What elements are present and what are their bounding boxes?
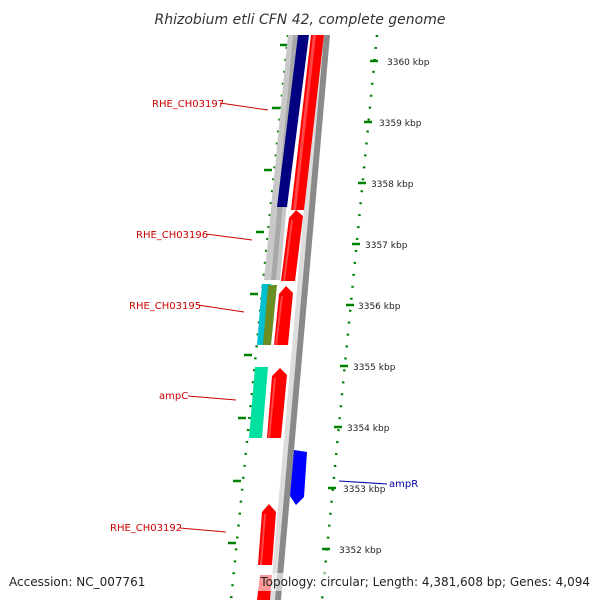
orf-olive xyxy=(263,285,277,345)
accession-text: Accession: NC_007761 xyxy=(9,575,145,589)
orf-navy xyxy=(277,35,309,207)
tick-label: 3359 kbp xyxy=(379,119,422,129)
tick-label: 3352 kbp xyxy=(339,546,382,556)
gene-label-rhe-ch03195: RHE_CH03195 xyxy=(129,301,201,312)
gene-ampr xyxy=(290,450,307,505)
gene-label-rhe-ch03197: RHE_CH03197 xyxy=(152,99,224,110)
gene-label-ampc: ampC xyxy=(159,391,188,402)
tick-label: 3356 kbp xyxy=(358,302,401,312)
tick-label: 3357 kbp xyxy=(365,241,408,251)
tick-label: 3358 kbp xyxy=(371,180,414,190)
ruler-ticks xyxy=(322,59,378,551)
backbone-shade xyxy=(270,35,324,600)
footer-left-bg xyxy=(4,573,154,591)
tick-label: 3354 kbp xyxy=(347,424,390,434)
gene-ampc xyxy=(267,368,287,438)
tick-label: 3360 kbp xyxy=(387,58,430,68)
topology-text: Topology: circular; Length: 4,381,608 bp… xyxy=(259,575,590,589)
map-title: Rhizobium etli CFN 42, complete genome xyxy=(155,12,446,28)
guide-ticks xyxy=(228,43,288,545)
footer-right-bg xyxy=(256,573,594,591)
gene-rhe-ch03192 xyxy=(258,504,276,565)
backbone xyxy=(274,35,330,600)
gene-label-rhe-ch03196: RHE_CH03196 xyxy=(136,230,208,241)
ruler-labels: 3360 kbp 3359 kbp 3358 kbp 3357 kbp 3356… xyxy=(339,58,430,556)
tick-label: 3353 kbp xyxy=(343,485,386,495)
tick-label: 3355 kbp xyxy=(353,363,396,373)
ruler-outer-dots xyxy=(320,34,379,600)
gene-label-rhe-ch03192: RHE_CH03192 xyxy=(110,523,182,534)
orf-green xyxy=(249,367,268,438)
ampr-leader xyxy=(338,480,388,485)
label-leaders xyxy=(179,102,269,533)
gene-label-ampr: ampR xyxy=(389,479,418,490)
